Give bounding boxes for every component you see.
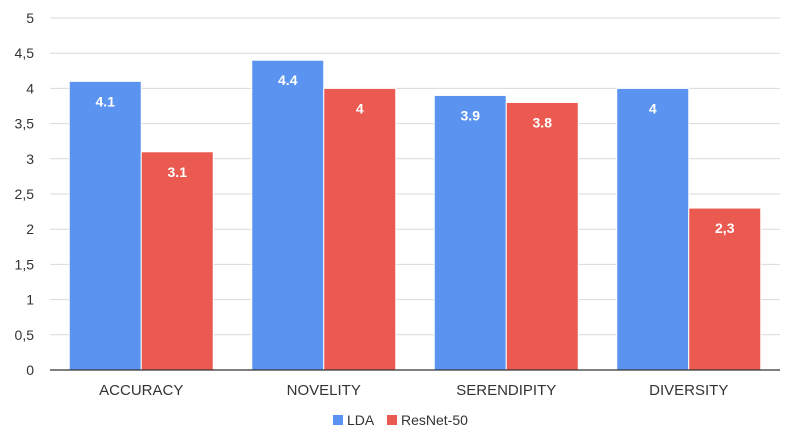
y-tick-label: 0,5 — [15, 327, 35, 343]
y-tick-label: 1 — [26, 292, 34, 308]
x-axis-categories: ACCURACY NOVELITY SERENDIPITY DIVERSITY — [99, 382, 728, 399]
legend-swatch — [333, 415, 343, 425]
y-axis-ticks: 0 0,5 1 1,5 2 2,5 3 3,5 4 4,5 5 — [15, 10, 35, 378]
bar — [140, 151, 214, 371]
legend-label: ResNet-50 — [401, 412, 468, 428]
bar — [505, 101, 579, 371]
y-tick-label: 3,5 — [15, 116, 35, 132]
data-label: 3.8 — [533, 114, 553, 130]
data-label: 3.9 — [461, 107, 481, 123]
bar — [616, 87, 690, 371]
bar — [68, 80, 142, 371]
y-tick-label: 3 — [26, 151, 34, 167]
data-label: 4 — [356, 100, 364, 116]
data-label: 2,3 — [715, 220, 735, 236]
x-category-label: NOVELITY — [287, 382, 361, 399]
y-tick-label: 0 — [26, 362, 34, 378]
x-category-label: DIVERSITY — [649, 382, 728, 399]
data-label: 4.1 — [96, 93, 116, 109]
legend-label: LDA — [347, 412, 375, 428]
y-tick-label: 2 — [26, 221, 34, 237]
bar — [251, 59, 325, 371]
bar — [433, 94, 507, 371]
legend-swatch — [387, 415, 397, 425]
y-tick-label: 4,5 — [15, 45, 35, 61]
x-category-label: ACCURACY — [99, 382, 183, 399]
bar — [323, 87, 397, 371]
y-tick-label: 4 — [26, 80, 34, 96]
y-tick-label: 1,5 — [15, 256, 35, 272]
data-label: 3.1 — [168, 164, 188, 180]
data-label: 4.4 — [278, 72, 298, 88]
y-tick-label: 2,5 — [15, 186, 35, 202]
data-label: 4 — [649, 100, 657, 116]
data-labels: 4.1 3.1 4.4 4 3.9 3.8 4 2,3 — [96, 72, 735, 236]
legend: LDA ResNet-50 — [333, 412, 468, 428]
x-category-label: SERENDIPITY — [456, 382, 556, 399]
y-tick-label: 5 — [26, 10, 34, 26]
bar — [688, 207, 762, 371]
bars — [68, 59, 762, 371]
